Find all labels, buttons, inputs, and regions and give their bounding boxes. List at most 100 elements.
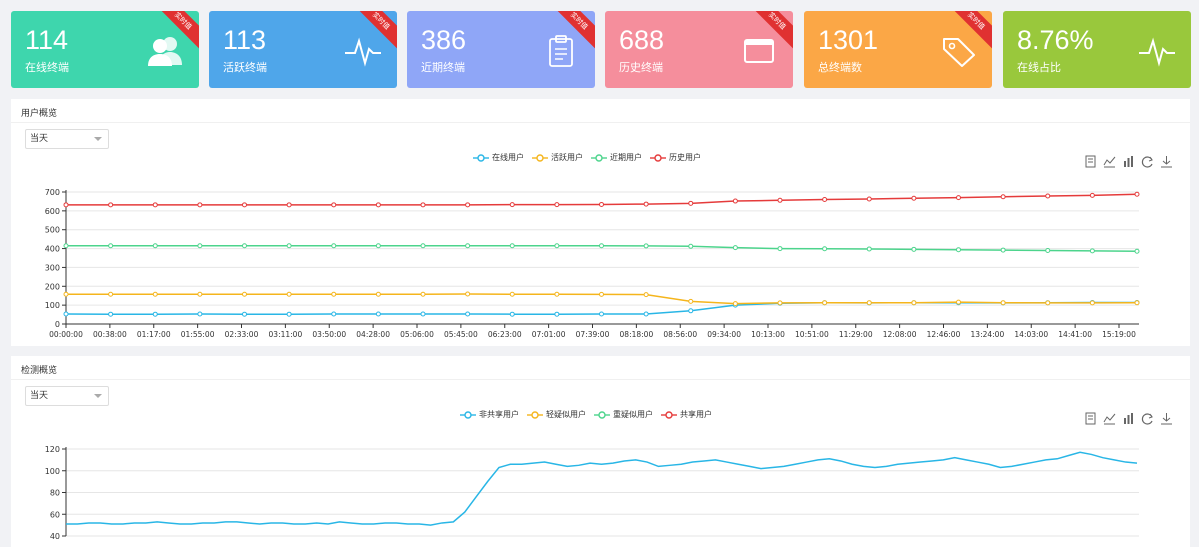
data-point [108, 243, 114, 249]
stat-card-active[interactable]: 113 活跃终端 实时值 [209, 11, 397, 88]
stat-value: 386 [421, 25, 467, 55]
data-point [688, 308, 694, 314]
legend-item[interactable]: 在线用户 [473, 152, 524, 163]
clipboard-icon [549, 35, 573, 67]
data-point [509, 243, 515, 249]
user-overview-chart: 0 100 200 300 400 500 600 700 00:00:00 00:38:00 01… [45, 188, 1140, 339]
download-icon[interactable] [1160, 412, 1173, 425]
data-point [331, 243, 337, 249]
data-point [197, 311, 203, 317]
line-chart-icon[interactable] [1103, 412, 1116, 425]
y-tick-label: 100 [45, 467, 60, 476]
legend-label: 近期用户 [610, 153, 642, 162]
legend-label: 非共享用户 [479, 410, 519, 419]
stat-value: 114 [25, 25, 69, 55]
data-point [643, 201, 649, 207]
data-point [777, 246, 783, 252]
tag-icon [943, 38, 975, 67]
data-point [152, 291, 158, 297]
data-view-icon[interactable] [1084, 412, 1097, 425]
data-point [465, 202, 471, 208]
legend-label: 重疑似用户 [613, 410, 653, 419]
x-tick-label: 11:29:00 [839, 330, 873, 339]
data-point [688, 298, 694, 304]
y-tick-label: 100 [45, 301, 60, 310]
data-point [286, 311, 292, 317]
y-tick-label: 40 [50, 532, 60, 541]
legend-item[interactable]: 轻疑似用户 [527, 409, 586, 420]
time-range-select[interactable]: 当天 [25, 386, 109, 406]
data-point [599, 291, 604, 297]
data-point [197, 202, 203, 208]
stat-card-total[interactable]: 1301 总终端数 实时值 [804, 11, 992, 88]
time-range-select[interactable]: 当天 [25, 129, 109, 149]
x-tick-label: 00:00:00 [49, 330, 83, 339]
stat-card-recent[interactable]: 386 近期终端 实时值 [407, 11, 595, 88]
data-point [554, 291, 560, 297]
line-chart-icon[interactable] [1103, 155, 1116, 168]
series-line-非共享用户 [66, 451, 1138, 526]
data-point [509, 202, 515, 208]
stat-cards: 114 在线终端 实时值 113 活跃终端 实时值 386 近期终端 实时值 6… [0, 0, 1199, 96]
x-tick-label: 12:46:00 [927, 330, 961, 339]
x-tick-label: 14:41:00 [1058, 330, 1092, 339]
x-tick-label: 13:24:00 [971, 330, 1005, 339]
x-tick-label: 14:03:00 [1014, 330, 1048, 339]
data-point [1000, 300, 1006, 306]
y-tick-label: 600 [45, 207, 60, 216]
data-point [777, 300, 783, 306]
data-point [911, 195, 917, 201]
data-point [286, 243, 292, 249]
data-point [643, 311, 649, 317]
refresh-icon[interactable] [1141, 412, 1154, 425]
stat-value: 1301 [818, 25, 879, 55]
data-point [822, 197, 828, 203]
data-point [465, 311, 471, 317]
pulse-icon [345, 37, 381, 67]
data-point [420, 311, 426, 317]
data-point [108, 202, 114, 208]
download-icon[interactable] [1160, 155, 1173, 168]
data-point [554, 311, 560, 317]
data-point [599, 311, 604, 317]
data-point [866, 246, 872, 252]
bar-chart-icon[interactable] [1122, 155, 1135, 168]
data-point [732, 198, 738, 204]
stat-card-history[interactable]: 688 历史终端 实时值 [605, 11, 793, 88]
data-point [732, 301, 738, 307]
data-point [331, 202, 337, 208]
legend-item[interactable]: 共享用户 [661, 409, 712, 420]
x-tick-label: 03:11:00 [269, 330, 303, 339]
window-icon [744, 39, 774, 63]
panel-title: 用户概览 [21, 109, 58, 119]
data-point [509, 311, 515, 317]
legend-item[interactable]: 近期用户 [591, 152, 642, 163]
data-point [63, 291, 69, 297]
data-view-icon[interactable] [1084, 155, 1097, 168]
x-tick-label: 04:28:00 [356, 330, 390, 339]
stat-label: 在线终端 [25, 61, 69, 74]
bar-chart-icon[interactable] [1122, 412, 1135, 425]
data-point [509, 291, 515, 297]
stat-label: 近期终端 [421, 61, 465, 74]
legend-item[interactable]: 非共享用户 [460, 409, 519, 420]
data-point [63, 202, 69, 208]
legend-item[interactable]: 历史用户 [650, 152, 701, 163]
x-tick-label: 10:51:00 [795, 330, 829, 339]
chart-toolbox [1078, 412, 1173, 425]
data-point [643, 243, 649, 249]
refresh-icon[interactable] [1141, 155, 1154, 168]
select-value: 当天 [30, 391, 49, 401]
data-point [63, 243, 69, 249]
data-point [1089, 300, 1095, 306]
data-point [599, 243, 604, 249]
legend-item[interactable]: 活跃用户 [532, 152, 583, 163]
x-tick-label: 00:38:00 [93, 330, 127, 339]
legend-item[interactable]: 重疑似用户 [594, 409, 653, 420]
stat-card-online[interactable]: 114 在线终端 实时值 [11, 11, 199, 88]
stat-card-online-ratio[interactable]: 8.76% 在线占比 [1003, 11, 1191, 88]
data-point [63, 311, 69, 317]
chart-toolbox [1078, 155, 1173, 168]
select-value: 当天 [30, 134, 49, 144]
data-point [465, 243, 471, 249]
